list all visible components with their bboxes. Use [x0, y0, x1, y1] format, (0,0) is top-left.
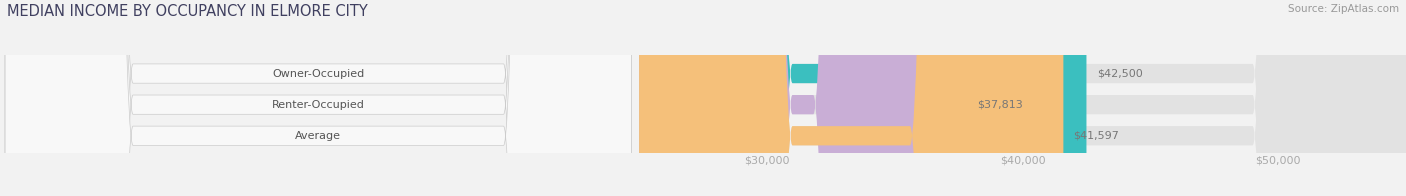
FancyBboxPatch shape	[640, 0, 1406, 196]
Text: $37,813: $37,813	[977, 100, 1022, 110]
FancyBboxPatch shape	[6, 0, 631, 196]
Text: Average: Average	[295, 131, 342, 141]
FancyBboxPatch shape	[6, 0, 631, 196]
Text: Renter-Occupied: Renter-Occupied	[271, 100, 364, 110]
FancyBboxPatch shape	[640, 0, 1406, 196]
FancyBboxPatch shape	[640, 0, 967, 196]
Text: Source: ZipAtlas.com: Source: ZipAtlas.com	[1288, 4, 1399, 14]
FancyBboxPatch shape	[640, 0, 1406, 196]
Text: $41,597: $41,597	[1074, 131, 1119, 141]
FancyBboxPatch shape	[640, 0, 1063, 196]
FancyBboxPatch shape	[6, 0, 631, 196]
Text: Owner-Occupied: Owner-Occupied	[273, 69, 364, 79]
Text: MEDIAN INCOME BY OCCUPANCY IN ELMORE CITY: MEDIAN INCOME BY OCCUPANCY IN ELMORE CIT…	[7, 4, 368, 19]
FancyBboxPatch shape	[640, 0, 1087, 196]
Text: $42,500: $42,500	[1097, 69, 1143, 79]
